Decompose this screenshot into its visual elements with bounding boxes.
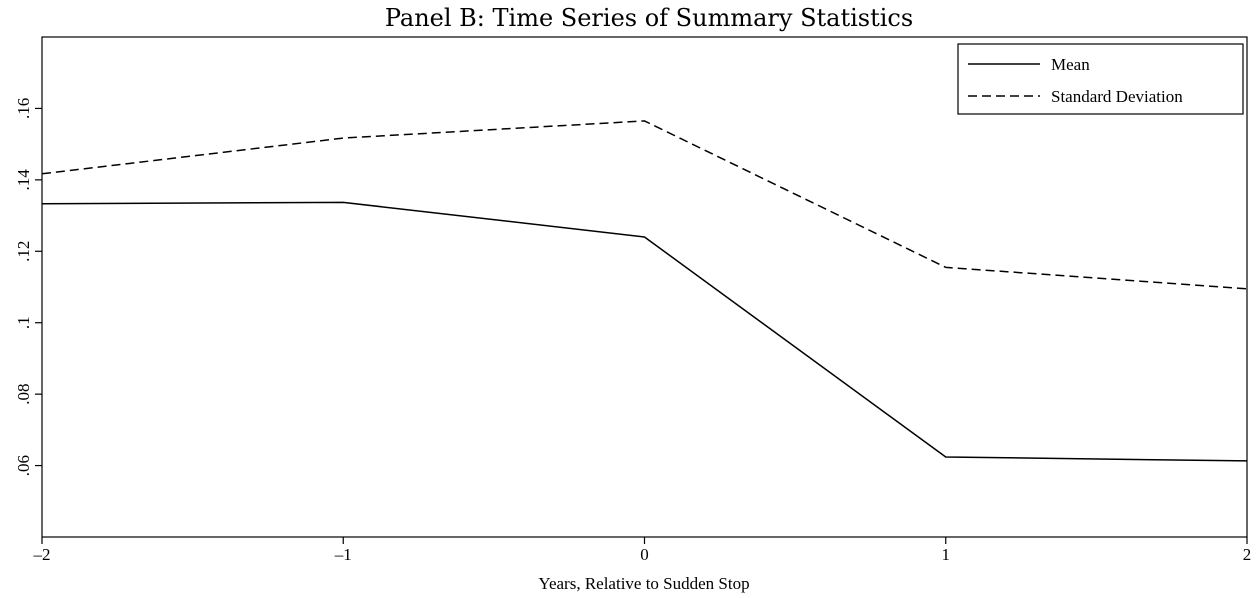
y-tick-label: .06 [14, 455, 33, 476]
y-tick-label: .1 [14, 316, 33, 329]
series-line-mean [41, 201, 1248, 462]
chart-title: Panel B: Time Series of Summary Statisti… [385, 4, 913, 32]
x-tick-label: –2 [33, 545, 51, 564]
y-tick-label: .16 [14, 98, 33, 119]
x-tick-label: 1 [942, 545, 951, 564]
y-tick-label: .12 [14, 241, 33, 262]
y-tick-label: .14 [14, 169, 33, 191]
legend-label-mean: Mean [1051, 55, 1090, 74]
series-layer [41, 120, 1248, 462]
x-axis: –2 –1 0 1 2 [33, 537, 1252, 564]
x-axis-label: Years, Relative to Sudden Stop [538, 574, 749, 593]
legend: Mean Standard Deviation [957, 43, 1244, 115]
series-line-standard-deviation [41, 120, 1248, 290]
legend-label-standard-deviation: Standard Deviation [1051, 87, 1183, 106]
x-tick-label: 2 [1243, 545, 1252, 564]
y-axis: .06 .08 .1 .12 .14 .16 [14, 98, 42, 476]
legend-box [957, 43, 1244, 115]
x-tick-label: 0 [640, 545, 649, 564]
x-tick-label: –1 [334, 545, 352, 564]
y-tick-label: .08 [14, 384, 33, 405]
